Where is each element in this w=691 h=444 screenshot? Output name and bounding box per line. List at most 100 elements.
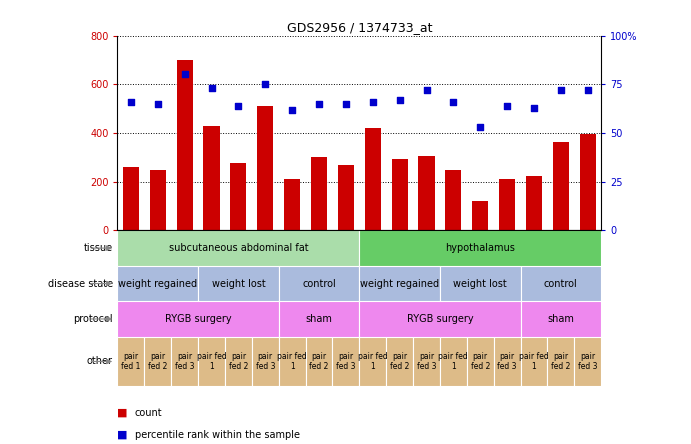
Text: ■: ■ (117, 408, 128, 418)
Text: pair
fed 3: pair fed 3 (175, 352, 194, 371)
Point (125, 98, 136, 105)
Bar (311, 157, 327, 230)
Text: pair
fed 3: pair fed 3 (578, 352, 598, 371)
Bar (257, 106, 274, 230)
Text: count: count (135, 408, 162, 418)
Bar (472, 201, 489, 230)
Point (233, 102, 244, 109)
Bar (171, 337, 198, 386)
Text: pair fed
1: pair fed 1 (277, 352, 307, 371)
Bar (467, 337, 493, 386)
Bar (580, 134, 596, 230)
Text: pair fed
1: pair fed 1 (519, 352, 549, 371)
Bar (493, 337, 520, 386)
Bar (445, 170, 462, 230)
Bar (284, 178, 300, 230)
Text: pair
fed 2: pair fed 2 (471, 352, 490, 371)
Bar (359, 301, 520, 337)
Bar (553, 142, 569, 230)
Bar (547, 337, 574, 386)
Text: pair
fed 3: pair fed 3 (417, 352, 436, 371)
Text: weight regained: weight regained (360, 278, 439, 289)
Bar (117, 337, 144, 386)
Text: sham: sham (305, 314, 332, 324)
Bar (359, 230, 601, 266)
Point (394, 96, 405, 103)
Bar (365, 127, 381, 230)
Point (287, 106, 298, 113)
Text: tissue: tissue (84, 243, 113, 253)
Text: control: control (302, 278, 336, 289)
Text: pair
fed 2: pair fed 2 (229, 352, 248, 371)
Bar (203, 126, 220, 230)
Bar (440, 266, 520, 301)
Bar (117, 230, 359, 266)
Point (529, 104, 540, 111)
Point (260, 81, 271, 88)
Point (314, 100, 325, 107)
Bar (150, 170, 166, 230)
Bar (230, 163, 247, 230)
Point (179, 71, 190, 78)
Bar (198, 266, 278, 301)
Text: weight lost: weight lost (211, 278, 265, 289)
Bar (520, 266, 601, 301)
Bar (338, 165, 354, 230)
Text: pair
fed 1: pair fed 1 (121, 352, 140, 371)
Bar (225, 337, 252, 386)
Text: protocol: protocol (73, 314, 113, 324)
Text: RYGB surgery: RYGB surgery (164, 314, 231, 324)
Bar (305, 337, 332, 386)
Text: pair
fed 2: pair fed 2 (390, 352, 409, 371)
Bar (278, 266, 359, 301)
Bar (413, 337, 440, 386)
Point (556, 87, 567, 94)
Bar (499, 179, 515, 230)
Point (341, 100, 352, 107)
Bar (252, 337, 278, 386)
Text: pair fed
1: pair fed 1 (358, 352, 388, 371)
Bar (359, 337, 386, 386)
Bar (117, 266, 198, 301)
Bar (520, 301, 601, 337)
Point (475, 123, 486, 131)
Bar (278, 301, 359, 337)
Bar (419, 156, 435, 230)
Text: pair
fed 3: pair fed 3 (498, 352, 517, 371)
Text: sham: sham (547, 314, 574, 324)
Text: pair
fed 3: pair fed 3 (256, 352, 275, 371)
Bar (278, 337, 305, 386)
Bar (198, 337, 225, 386)
Title: GDS2956 / 1374733_at: GDS2956 / 1374733_at (287, 21, 432, 34)
Text: pair
fed 2: pair fed 2 (551, 352, 571, 371)
Text: hypothalamus: hypothalamus (445, 243, 515, 253)
Text: control: control (544, 278, 578, 289)
Text: pair
fed 2: pair fed 2 (148, 352, 167, 371)
Text: RYGB surgery: RYGB surgery (406, 314, 473, 324)
Text: ■: ■ (117, 430, 128, 440)
Bar (520, 337, 547, 386)
Text: percentile rank within the sample: percentile rank within the sample (135, 430, 300, 440)
Bar (386, 337, 413, 386)
Bar (440, 337, 467, 386)
Point (367, 98, 378, 105)
Text: weight lost: weight lost (453, 278, 507, 289)
Text: disease state: disease state (48, 278, 113, 289)
Text: pair
fed 3: pair fed 3 (336, 352, 356, 371)
Bar (123, 167, 139, 230)
Text: pair fed
1: pair fed 1 (439, 352, 468, 371)
Text: weight regained: weight regained (118, 278, 198, 289)
Point (152, 100, 163, 107)
Point (421, 87, 432, 94)
Point (583, 87, 594, 94)
Text: pair fed
1: pair fed 1 (197, 352, 227, 371)
Bar (574, 337, 601, 386)
Bar (144, 337, 171, 386)
Point (502, 102, 513, 109)
Bar (392, 159, 408, 230)
Text: other: other (86, 357, 113, 366)
Bar (359, 266, 440, 301)
Text: subcutaneous abdominal fat: subcutaneous abdominal fat (169, 243, 308, 253)
Bar (117, 301, 278, 337)
Bar (332, 337, 359, 386)
